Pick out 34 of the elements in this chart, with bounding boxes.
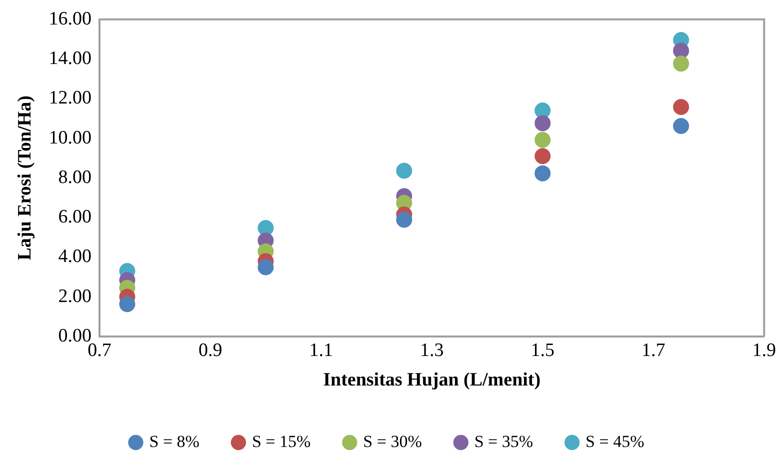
point xyxy=(534,148,551,164)
point xyxy=(673,98,690,115)
point xyxy=(396,212,412,228)
x-tick-label: 1.3 xyxy=(420,340,444,361)
y-tick-label: 10.00 xyxy=(48,127,92,148)
x-axis-title: Intensitas Hujan (L/menit) xyxy=(323,370,541,391)
y-tick-label: 16.00 xyxy=(48,8,92,30)
x-tick-label: 1.7 xyxy=(641,340,666,361)
y-tick-label: 8.00 xyxy=(58,166,92,188)
point xyxy=(534,132,551,148)
y-tick-label: 2.00 xyxy=(58,286,92,307)
legend-label: S = 15% xyxy=(252,432,311,451)
point xyxy=(119,296,136,312)
y-tick-label: 12.00 xyxy=(48,88,92,109)
legend-label: S = 8% xyxy=(149,432,200,451)
point xyxy=(534,115,551,132)
y-axis-title: Laju Erosi (Ton/Ha) xyxy=(14,96,36,260)
point xyxy=(396,162,412,179)
point xyxy=(673,42,690,59)
point xyxy=(673,56,690,72)
legend-label: S = 30% xyxy=(363,432,422,451)
point xyxy=(534,165,551,182)
y-tick-label: 4.00 xyxy=(58,246,92,268)
point xyxy=(673,118,690,134)
legend-label: S = 45% xyxy=(586,432,644,451)
x-tick-label: 1.9 xyxy=(752,340,776,361)
x-tick-label: 0.9 xyxy=(198,340,222,361)
y-tick-label: 14.00 xyxy=(48,48,92,70)
point xyxy=(258,259,274,276)
y-tick-label: 6.00 xyxy=(58,206,92,228)
legend-label: S = 35% xyxy=(474,432,534,451)
point xyxy=(534,102,551,119)
x-tick-label: 1.1 xyxy=(309,340,333,361)
x-tick-label: 1.5 xyxy=(530,340,554,361)
